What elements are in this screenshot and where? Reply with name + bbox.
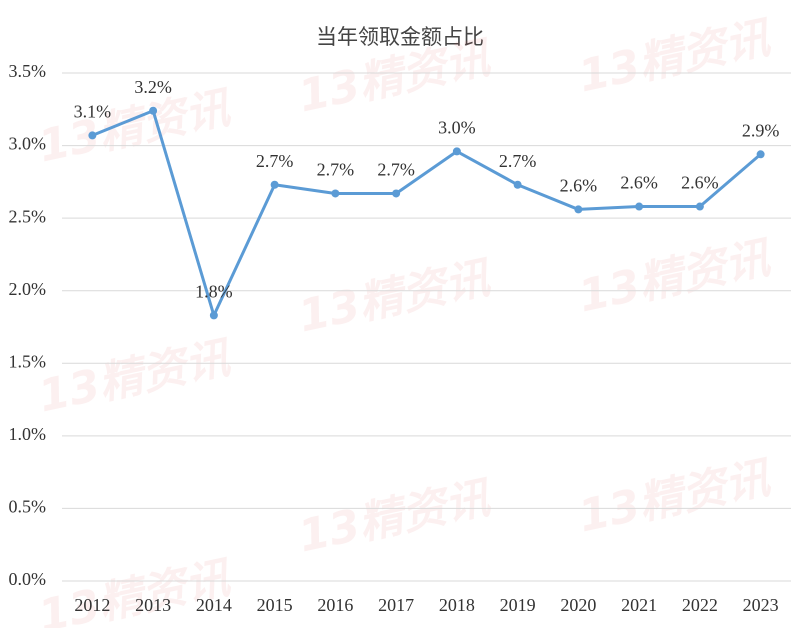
x-tick-label: 2017: [378, 595, 414, 615]
point: [392, 189, 401, 198]
data-label: 2.7%: [499, 151, 537, 171]
watermark: 13精资讯: [34, 552, 237, 628]
watermark: 13精资讯: [574, 452, 777, 543]
watermark: 13精资讯: [574, 12, 777, 103]
x-tick-label: 2012: [74, 595, 110, 615]
x-tick-label: 2020: [560, 595, 596, 615]
data-label: 2.6%: [560, 176, 598, 196]
point: [452, 147, 461, 156]
y-tick-label: 0.0%: [9, 569, 47, 589]
watermark: 13精资讯: [294, 252, 497, 343]
y-tick-label: 1.0%: [9, 424, 47, 444]
watermark: 13精资讯: [294, 472, 497, 563]
data-label: 3.2%: [134, 77, 172, 97]
point: [149, 106, 158, 115]
chart-title: 当年领取金额占比: [316, 25, 484, 49]
point: [574, 205, 583, 214]
point: [635, 202, 644, 211]
point: [513, 180, 522, 189]
x-tick-label: 2022: [682, 595, 718, 615]
data-label: 2.7%: [377, 160, 415, 180]
point: [88, 131, 97, 140]
data-label: 2.6%: [620, 173, 658, 193]
x-tick-label: 2013: [135, 595, 171, 615]
point: [331, 189, 340, 198]
x-tick-label: 2016: [317, 595, 353, 615]
point: [209, 311, 218, 320]
y-tick-label: 0.5%: [9, 497, 47, 517]
y-tick-label: 3.0%: [9, 134, 47, 154]
point: [695, 202, 704, 211]
data-label: 2.9%: [742, 120, 780, 140]
data-label: 1.8%: [195, 282, 233, 302]
data-label: 2.6%: [681, 173, 719, 193]
watermark: 13精资讯: [34, 332, 237, 423]
y-tick-label: 3.5%: [9, 61, 47, 81]
x-tick-label: 2023: [743, 595, 779, 615]
point: [270, 180, 279, 189]
data-label: 2.7%: [317, 160, 355, 180]
y-tick-label: 1.5%: [9, 351, 47, 371]
x-tick-label: 2015: [257, 595, 293, 615]
x-tick-label: 2014: [196, 595, 232, 615]
y-tick-label: 2.0%: [9, 279, 47, 299]
y-tick-label: 2.5%: [9, 206, 47, 226]
watermark: 13精资讯: [574, 232, 777, 323]
data-label: 3.1%: [74, 102, 112, 122]
line: [91, 109, 762, 317]
data-label: 2.7%: [256, 151, 294, 171]
x-tick-label: 2021: [621, 595, 657, 615]
x-tick-label: 2018: [439, 595, 475, 615]
x-tick-label: 2019: [500, 595, 536, 615]
point: [756, 150, 765, 159]
data-label: 3.0%: [438, 118, 476, 138]
